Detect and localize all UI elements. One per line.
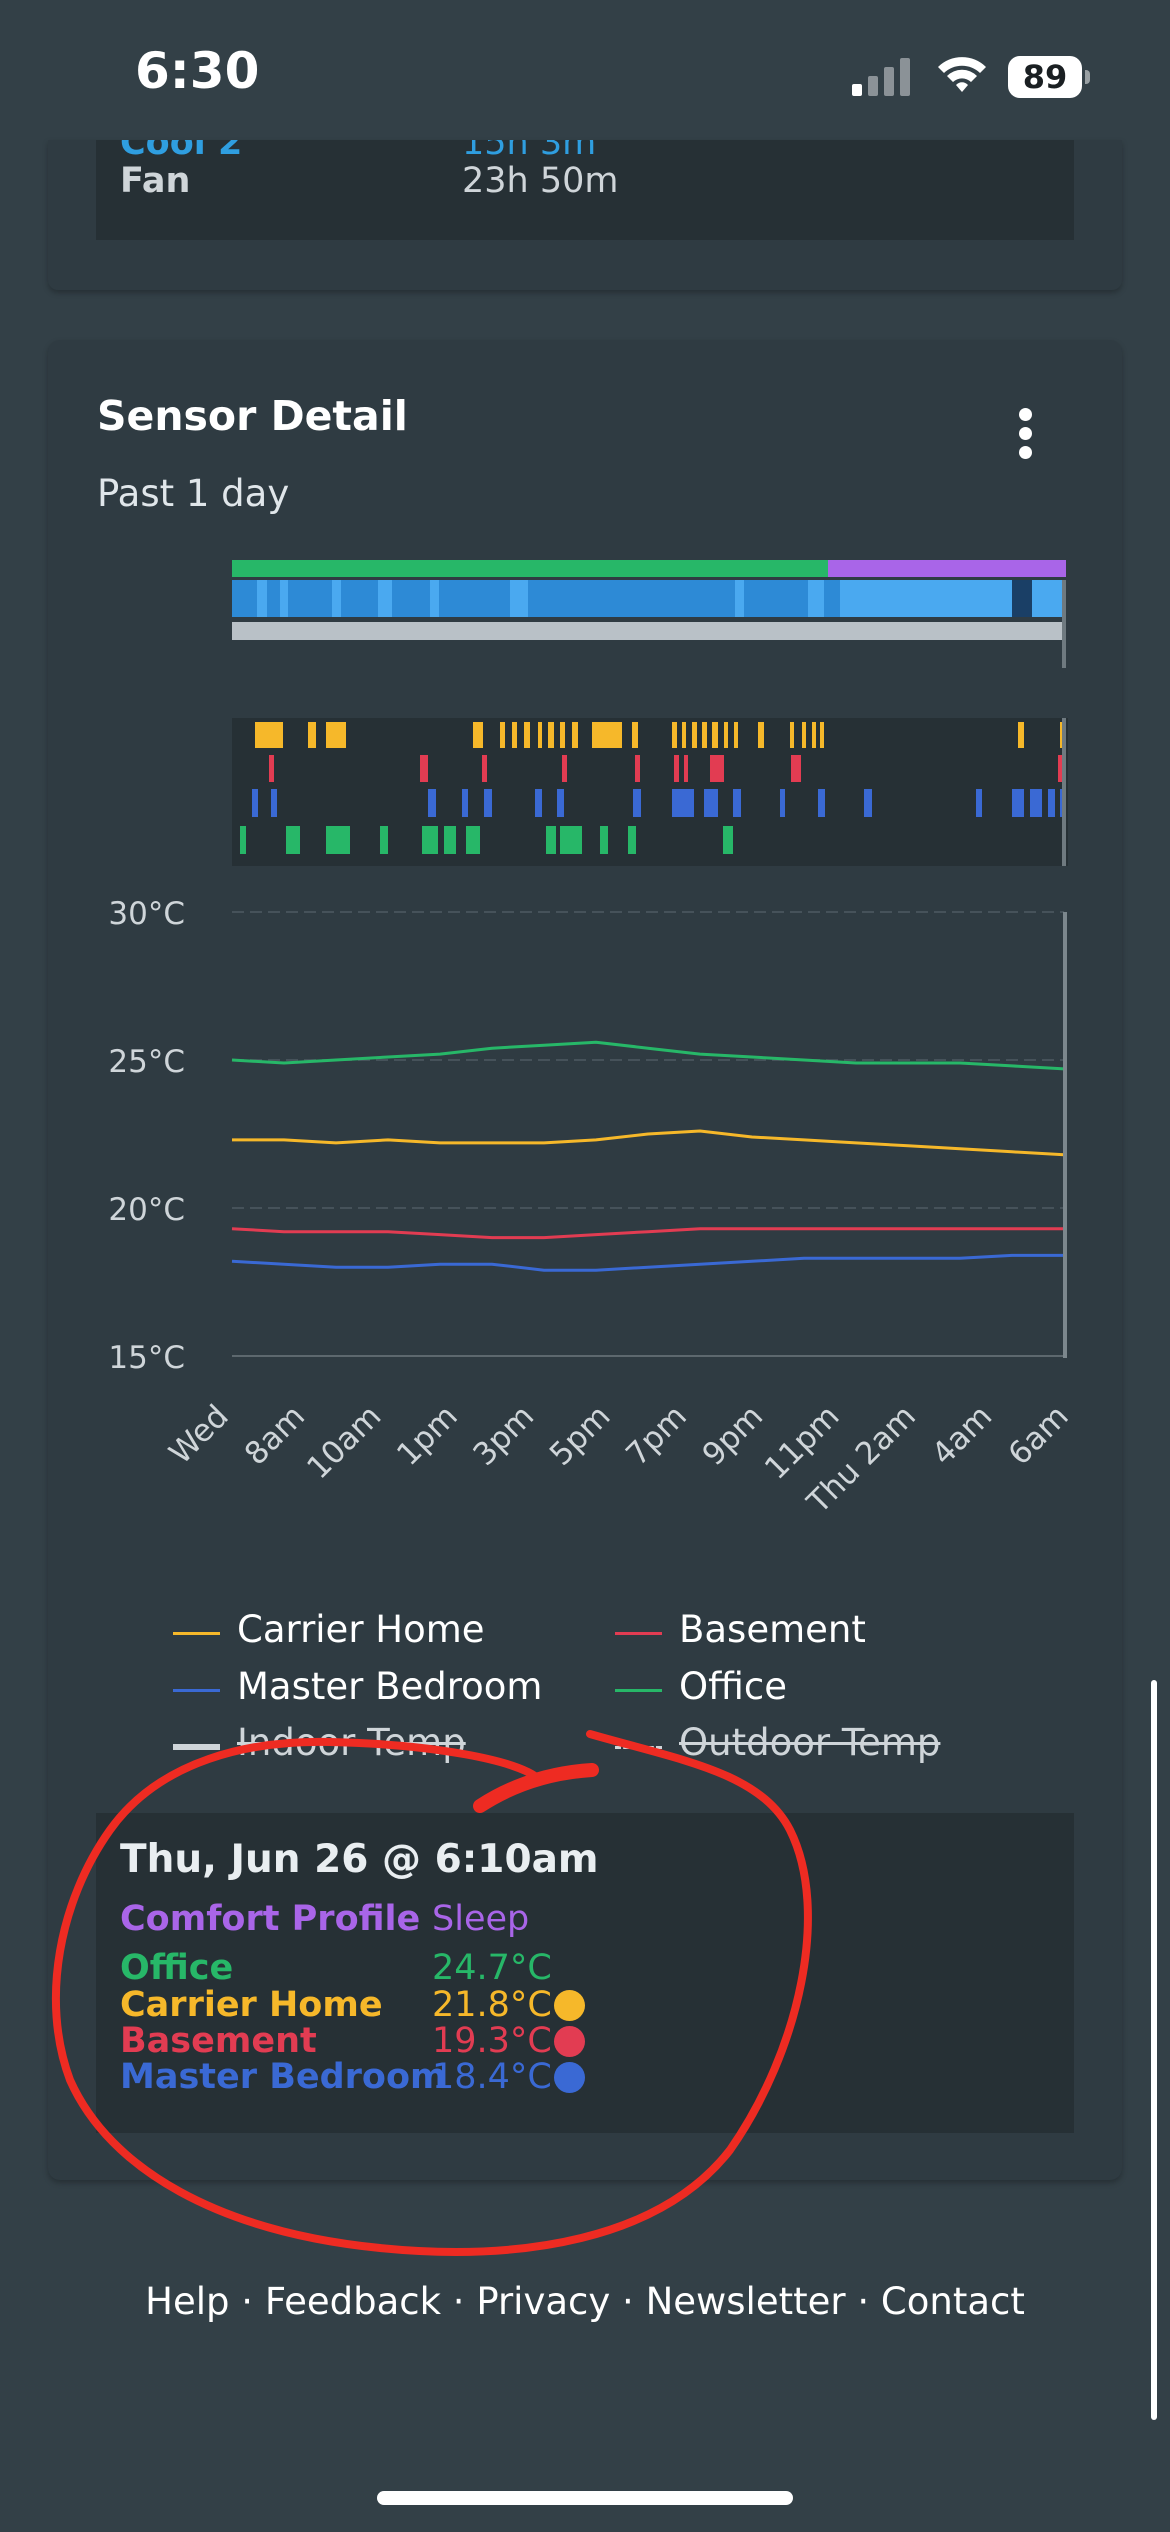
- y-tick-label: 25°C: [108, 1044, 185, 1080]
- legend-item-master-bedroom[interactable]: Master Bedroom: [237, 1665, 543, 1708]
- legend-swatch-carrier-home: [173, 1632, 220, 1635]
- tooltip-value-carrier-home: 21.8°C: [432, 1985, 552, 2025]
- battery-level: 89: [1022, 58, 1068, 96]
- footer-links: Help · Feedback · Privacy · Newsletter ·…: [0, 2280, 1170, 2323]
- legend-swatch-office: [615, 1689, 662, 1692]
- current-time-cursor: [1063, 912, 1067, 1358]
- y-tick-label: 20°C: [108, 1192, 185, 1228]
- x-tick-label: 7pm: [619, 1398, 694, 1473]
- x-tick-label: 5pm: [543, 1398, 618, 1473]
- chart-tooltip: Thu, Jun 26 @ 6:10am Comfort Profile Sle…: [96, 1813, 1074, 2133]
- more-options-button[interactable]: [1000, 400, 1052, 466]
- series-line-basement: [231, 1227, 1064, 1240]
- tooltip-value-master-bedroom: 18.4°C: [432, 2057, 552, 2097]
- series-line-office: [231, 1040, 1065, 1071]
- tooltip-label-office: Office: [120, 1948, 234, 1988]
- newsletter-link[interactable]: Newsletter: [645, 2280, 846, 2323]
- tooltip-value-basement: 19.3°C: [432, 2021, 552, 2061]
- footer-separator: ·: [241, 2280, 254, 2323]
- footer-separator: ·: [622, 2280, 634, 2323]
- tooltip-value-office: 24.7°C: [432, 1948, 552, 1988]
- card-subtitle: Past 1 day: [97, 472, 290, 515]
- card-title: Sensor Detail: [97, 392, 408, 440]
- carrier-home-dot-icon: [554, 1990, 585, 2021]
- x-tick-label: 4am: [925, 1398, 999, 1472]
- sensor-occupancy-timeline: [232, 718, 1068, 866]
- y-tick-label: 15°C: [108, 1340, 185, 1376]
- y-tick-label: 30°C: [108, 896, 185, 932]
- legend-swatch-basement: [615, 1632, 662, 1635]
- x-tick-label: 1pm: [390, 1398, 465, 1473]
- summary-value-cool2: 15h 3m: [462, 140, 597, 163]
- status-time: 6:30: [135, 42, 260, 100]
- legend-item-carrier-home[interactable]: Carrier Home: [237, 1608, 485, 1651]
- legend-item-office[interactable]: Office: [679, 1665, 788, 1708]
- x-tick-label: 10am: [300, 1398, 388, 1486]
- comfort-profile-timeline: [232, 560, 1066, 577]
- feedback-link[interactable]: Feedback: [264, 2280, 442, 2323]
- legend-swatch-master-bedroom: [173, 1689, 220, 1692]
- cellular-signal-icon: [852, 58, 910, 96]
- y-axis-labels: 30°C 25°C 20°C 15°C: [108, 896, 185, 1376]
- tooltip-datetime: Thu, Jun 26 @ 6:10am: [120, 1837, 599, 1882]
- x-tick-label: 3pm: [466, 1398, 541, 1473]
- series-line-master-bedroom: [231, 1253, 1064, 1272]
- home-indicator[interactable]: [377, 2491, 793, 2505]
- chart-gridlines: [232, 911, 1064, 1357]
- tooltip-label-basement: Basement: [120, 2021, 317, 2061]
- equipment-timeline: [232, 580, 1066, 668]
- tooltip-profile-value: Sleep: [432, 1899, 530, 1939]
- x-tick-label: Wed: [162, 1398, 235, 1471]
- battery-icon: 89: [1008, 56, 1090, 98]
- summary-label-fan: Fan: [120, 161, 191, 201]
- legend-item-basement[interactable]: Basement: [679, 1608, 866, 1651]
- tooltip-label-master-bedroom: Master Bedroom: [120, 2057, 447, 2097]
- legend-item-outdoor-temp[interactable]: Outdoor Temp: [679, 1721, 941, 1764]
- summary-value-fan: 23h 50m: [462, 161, 619, 201]
- series-line-carrier-home: [232, 1129, 1065, 1157]
- scrollbar[interactable]: [1151, 1680, 1157, 2420]
- wifi-icon: [938, 57, 986, 92]
- x-tick-label: 6am: [1001, 1398, 1075, 1472]
- temperature-series: [231, 1040, 1065, 1272]
- contact-link[interactable]: Contact: [880, 2280, 1025, 2323]
- footer-separator: ·: [452, 2280, 465, 2323]
- help-link[interactable]: Help: [145, 2280, 230, 2323]
- legend-swatch-indoor-temp: [173, 1744, 220, 1750]
- annotation-circle: [51, 1730, 812, 2256]
- tooltip-profile-label: Comfort Profile: [120, 1899, 421, 1939]
- summary-label-cool2: Cool 2: [120, 140, 243, 163]
- master-bedroom-dot-icon: [554, 2062, 585, 2093]
- privacy-link[interactable]: Privacy: [476, 2280, 611, 2323]
- footer-separator: ·: [857, 2280, 870, 2323]
- tooltip-label-carrier-home: Carrier Home: [120, 1985, 383, 2025]
- chart-legend: Carrier Home Basement Master Bedroom Off…: [0, 1600, 1170, 1770]
- basement-dot-icon: [554, 2026, 585, 2057]
- runtime-summary-panel: Cool 2 15h 3m Fan 23h 50m: [96, 140, 1074, 240]
